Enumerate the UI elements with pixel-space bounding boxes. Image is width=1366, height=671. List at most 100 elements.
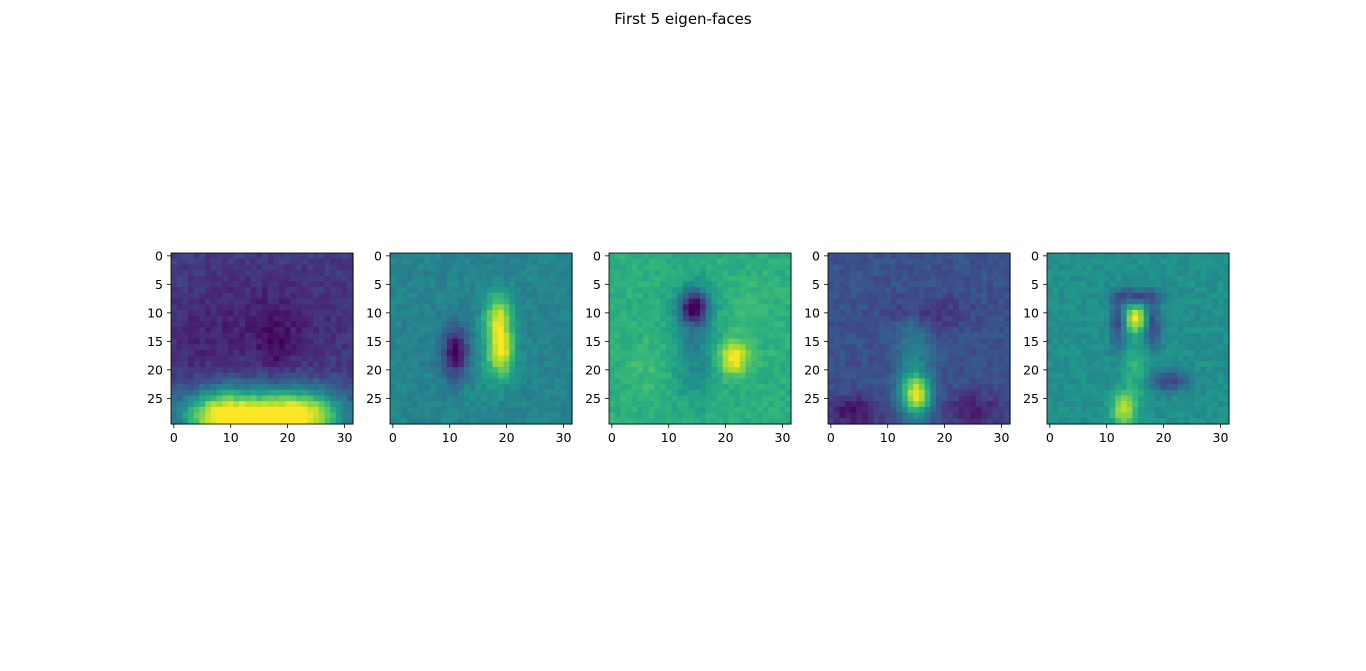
pixel-cell — [1126, 253, 1133, 260]
pixel-cell — [1081, 361, 1088, 368]
pixel-cell — [1120, 361, 1128, 368]
pixel-cell — [1064, 389, 1071, 397]
pixel-cell — [981, 298, 988, 305]
pixel-cell — [1120, 298, 1128, 305]
pixel-cell — [901, 321, 909, 328]
pixel-cell — [182, 287, 189, 294]
pixel-cell — [1149, 401, 1156, 408]
pixel-cell — [560, 270, 567, 277]
pixel-cell — [1098, 253, 1105, 260]
pixel-cell — [896, 361, 903, 368]
pixel-cell — [313, 315, 320, 322]
pixel-cell — [475, 304, 482, 311]
pixel-cell — [537, 384, 545, 391]
pixel-cell — [267, 395, 274, 402]
pixel-cell — [648, 258, 656, 265]
pixel-cell — [330, 258, 337, 265]
pixel-cell — [418, 304, 425, 311]
pixel-cell — [1206, 389, 1213, 397]
pixel-cell — [193, 412, 201, 419]
pixel-cell — [1115, 292, 1122, 300]
pixel-cell — [395, 310, 402, 317]
pixel-cell — [199, 298, 206, 305]
pixel-cell — [768, 389, 775, 397]
pixel-cell — [1075, 338, 1082, 345]
pixel-cell — [171, 401, 178, 408]
pixel-cell — [188, 338, 195, 345]
pixel-cell — [896, 401, 903, 408]
pixel-cell — [435, 401, 442, 408]
pixel-cell — [609, 361, 616, 368]
pixel-cell — [637, 298, 644, 305]
pixel-cell — [1189, 258, 1196, 265]
pixel-cell — [1069, 338, 1077, 345]
pixel-cell — [318, 378, 326, 385]
pixel-cell — [688, 338, 695, 345]
pixel-cell — [412, 367, 420, 374]
pixel-cell — [1075, 395, 1082, 402]
pixel-cell — [1120, 389, 1128, 397]
pixel-cell — [907, 418, 914, 425]
pixel-cell — [862, 287, 869, 294]
pixel-cell — [1052, 395, 1059, 402]
pixel-cell — [515, 281, 522, 288]
pixel-cell — [930, 258, 937, 265]
pixel-cell — [833, 367, 840, 374]
pixel-cell — [307, 281, 314, 288]
pixel-cell — [199, 349, 206, 357]
pixel-cell — [981, 264, 988, 271]
pixel-cell — [1189, 349, 1196, 357]
pixel-cell — [1086, 275, 1094, 283]
pixel-cell — [1206, 406, 1213, 414]
pixel-cell — [498, 406, 505, 414]
pixel-cell — [250, 264, 257, 271]
pixel-cell — [407, 355, 414, 362]
pixel-cell — [739, 372, 747, 379]
pixel-cell — [975, 264, 983, 271]
pixel-cell — [227, 338, 235, 345]
pixel-cell — [1092, 338, 1099, 345]
pixel-cell — [890, 258, 897, 265]
pixel-cell — [1211, 395, 1219, 402]
pixel-cell — [171, 361, 178, 368]
pixel-cell — [492, 332, 499, 340]
pixel-cell — [205, 372, 212, 379]
pixel-cell — [1086, 281, 1094, 288]
pixel-cell — [1109, 304, 1116, 311]
pixel-cell — [637, 287, 644, 294]
pixel-cell — [335, 258, 343, 265]
pixel-cell — [1189, 372, 1196, 379]
pixel-cell — [222, 310, 229, 317]
pixel-cell — [1143, 401, 1150, 408]
pixel-cell — [745, 395, 752, 402]
pixel-cell — [850, 281, 858, 288]
pixel-cell — [936, 372, 943, 379]
pixel-cell — [435, 298, 442, 305]
pixel-cell — [435, 258, 442, 265]
pixel-cell — [262, 418, 269, 425]
pixel-cell — [1217, 310, 1224, 317]
pixel-cell — [1052, 332, 1059, 340]
pixel-cell — [682, 310, 690, 317]
pixel-cell — [884, 406, 892, 414]
pixel-cell — [654, 401, 661, 408]
pixel-cell — [828, 281, 835, 288]
pixel-cell — [987, 287, 994, 294]
pixel-cell — [671, 338, 678, 345]
pixel-cell — [418, 372, 425, 379]
pixel-cell — [745, 315, 752, 322]
pixel-cell — [503, 384, 511, 391]
pixel-cell — [1172, 338, 1179, 345]
pixel-cell — [503, 315, 511, 322]
pixel-cell — [227, 281, 235, 288]
pixel-cell — [199, 355, 206, 362]
pixel-cell — [1160, 310, 1168, 317]
pixel-cell — [828, 406, 835, 414]
pixel-cell — [435, 418, 442, 425]
pixel-cell — [412, 395, 420, 402]
pixel-cell — [347, 332, 354, 340]
pixel-cell — [481, 349, 488, 357]
pixel-cell — [1211, 253, 1219, 260]
pixel-cell — [745, 253, 752, 260]
pixel-cell — [833, 281, 840, 288]
